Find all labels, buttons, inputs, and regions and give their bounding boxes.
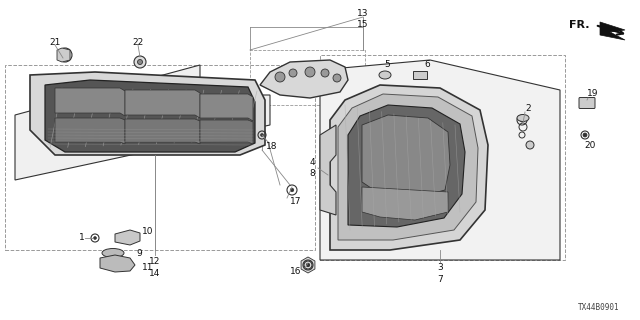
Polygon shape <box>30 72 265 155</box>
Circle shape <box>321 69 329 77</box>
Bar <box>5 65 315 250</box>
Text: FR.: FR. <box>570 20 590 30</box>
Text: 18: 18 <box>266 141 278 150</box>
Polygon shape <box>338 94 478 240</box>
Polygon shape <box>200 94 253 121</box>
Polygon shape <box>600 22 625 40</box>
Polygon shape <box>320 125 336 215</box>
Circle shape <box>93 236 97 239</box>
Ellipse shape <box>517 115 529 122</box>
Circle shape <box>289 69 297 77</box>
Circle shape <box>275 72 285 82</box>
Circle shape <box>291 188 294 192</box>
Circle shape <box>62 52 68 58</box>
Polygon shape <box>125 90 200 118</box>
Circle shape <box>260 134 264 136</box>
Ellipse shape <box>379 71 391 79</box>
Circle shape <box>307 263 310 267</box>
Circle shape <box>526 141 534 149</box>
Text: 11: 11 <box>142 263 154 273</box>
Circle shape <box>333 74 341 82</box>
Ellipse shape <box>102 249 124 258</box>
Text: 16: 16 <box>291 268 301 276</box>
Text: 13: 13 <box>357 9 369 18</box>
FancyBboxPatch shape <box>579 98 595 108</box>
Circle shape <box>307 264 309 266</box>
Polygon shape <box>57 48 70 62</box>
Bar <box>250 50 365 105</box>
Circle shape <box>138 60 143 65</box>
Text: 15: 15 <box>357 20 369 28</box>
Polygon shape <box>55 88 125 116</box>
Polygon shape <box>330 85 488 250</box>
Polygon shape <box>45 80 255 152</box>
Polygon shape <box>301 257 315 273</box>
Text: 6: 6 <box>424 60 430 68</box>
Polygon shape <box>15 65 270 180</box>
Circle shape <box>134 56 146 68</box>
Polygon shape <box>348 105 465 227</box>
Text: 12: 12 <box>149 258 161 267</box>
Text: 7: 7 <box>437 275 443 284</box>
Text: 20: 20 <box>584 140 596 149</box>
Circle shape <box>583 133 587 137</box>
Circle shape <box>58 48 72 62</box>
Text: 10: 10 <box>142 228 154 236</box>
Polygon shape <box>55 118 125 144</box>
Text: 5: 5 <box>384 60 390 68</box>
Text: 8: 8 <box>309 169 315 178</box>
Polygon shape <box>362 187 448 220</box>
Text: 9: 9 <box>136 249 142 258</box>
Polygon shape <box>125 119 200 144</box>
Text: 2: 2 <box>525 103 531 113</box>
Text: TX44B0901: TX44B0901 <box>579 303 620 312</box>
Text: 1: 1 <box>79 234 85 243</box>
Text: 3: 3 <box>437 263 443 273</box>
Polygon shape <box>320 60 560 260</box>
Polygon shape <box>200 120 253 144</box>
Polygon shape <box>100 255 135 272</box>
Text: 17: 17 <box>291 197 301 206</box>
Polygon shape <box>362 115 450 198</box>
Circle shape <box>520 118 524 122</box>
Polygon shape <box>413 71 427 79</box>
Polygon shape <box>115 230 140 245</box>
Text: 14: 14 <box>149 268 161 277</box>
Text: 22: 22 <box>132 37 143 46</box>
Text: 21: 21 <box>49 37 61 46</box>
Text: 19: 19 <box>588 89 599 98</box>
Polygon shape <box>260 60 348 98</box>
Text: 4: 4 <box>309 157 315 166</box>
Bar <box>320 55 565 260</box>
Circle shape <box>305 67 315 77</box>
